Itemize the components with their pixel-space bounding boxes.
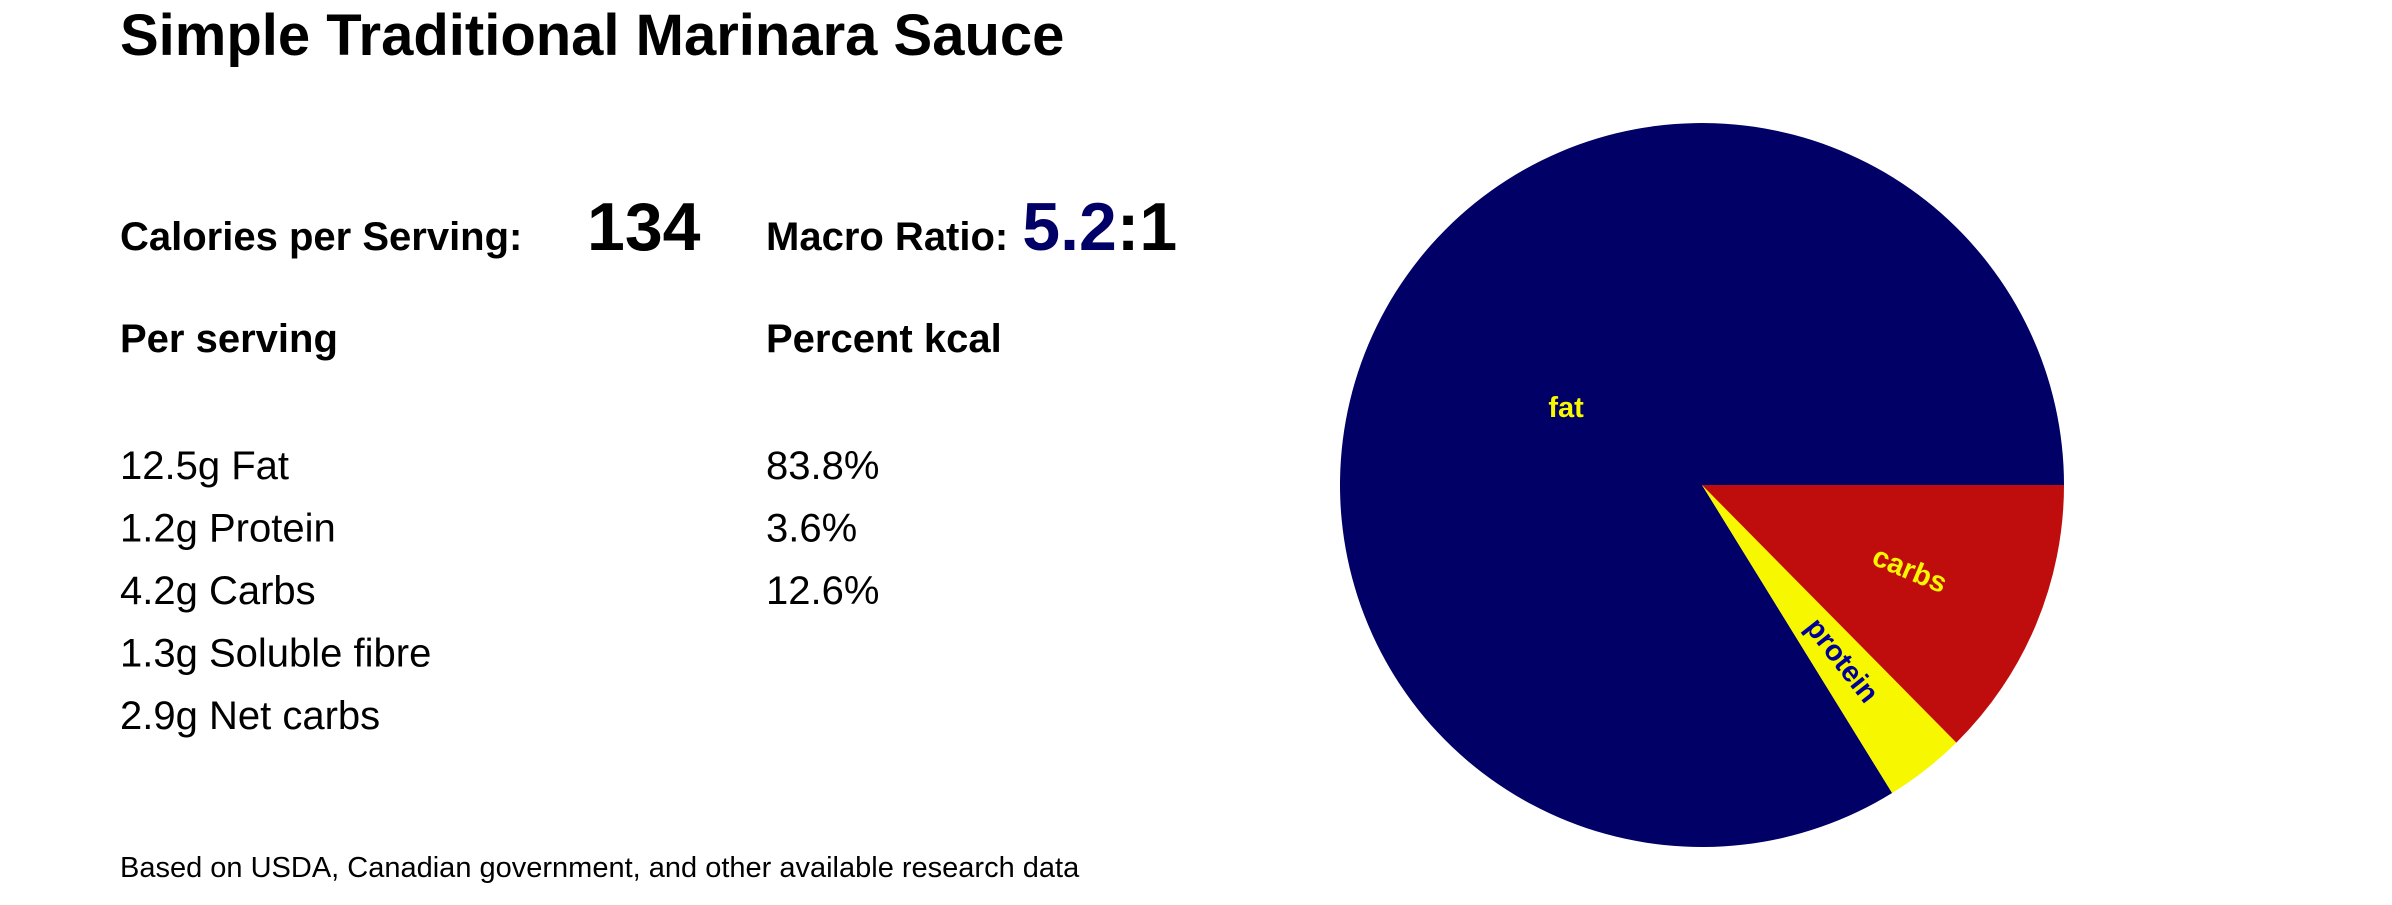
macro-ratio-value: 5.2	[1022, 189, 1117, 265]
amount: 12.5g Fat	[120, 444, 289, 488]
macro-ratio-label: Macro Ratio:	[766, 215, 1008, 259]
amount: 1.3g Soluble fibre	[120, 632, 431, 676]
amount: 1.2g Protein	[120, 507, 336, 551]
table-body: 12.5g Fat 1.2g Protein 4.2g Carbs 1.3g Solu…	[120, 444, 879, 738]
slice-label: fat	[1548, 392, 1584, 424]
table-header: Percent kcal	[766, 317, 1002, 361]
title: Simple Traditional Marinara Sauce	[120, 3, 1064, 68]
macro-ratio: Macro Ratio: 5.2:1	[766, 189, 1177, 265]
percent: 3.6%	[766, 507, 857, 551]
footnote: Based on USDA, Canadian government, and …	[120, 852, 1080, 884]
amount: 4.2g Carbs	[120, 569, 316, 613]
pie-slice	[1702, 485, 2064, 743]
pie-slice	[1340, 122, 2064, 847]
percent: 83.8%	[766, 444, 879, 488]
pie-slice	[1702, 485, 1957, 794]
amount: 2.9g Net carbs	[120, 694, 380, 738]
macro-ratio-suffix: :1	[1117, 189, 1177, 265]
calories-value: 134	[587, 189, 701, 265]
calories-label: Calories per Serving:	[120, 215, 522, 259]
percent: 12.6%	[766, 569, 879, 613]
table-header: Per serving	[120, 317, 338, 361]
